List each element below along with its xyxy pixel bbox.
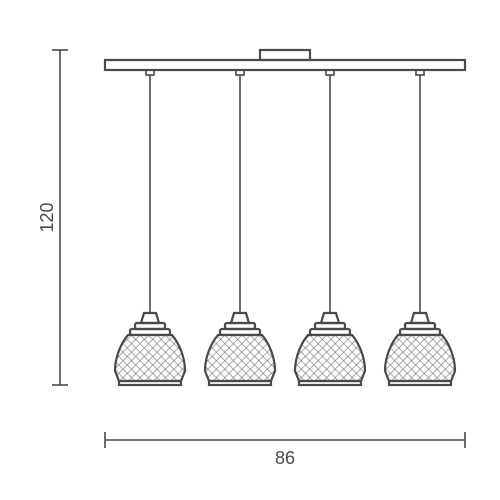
- shade-rim: [299, 381, 361, 385]
- height-dim-label: 120: [37, 202, 57, 232]
- width-dim-label: 86: [275, 448, 295, 468]
- cord-cap: [416, 70, 424, 75]
- shade-neck: [321, 313, 339, 323]
- shade-rim: [389, 381, 451, 385]
- cord-cap: [146, 70, 154, 75]
- shade-bell-mesh: [385, 335, 455, 381]
- canopy-rail: [105, 60, 465, 70]
- dimension-diagram: 120 86: [0, 0, 500, 500]
- shade-bell-mesh: [295, 335, 365, 381]
- cord-cap: [236, 70, 244, 75]
- shade-neck: [411, 313, 429, 323]
- shade-bell-mesh: [115, 335, 185, 381]
- ceiling-mount: [260, 50, 310, 60]
- shade-neck: [231, 313, 249, 323]
- cord-cap: [326, 70, 334, 75]
- shade-neck: [141, 313, 159, 323]
- shade-rim: [209, 381, 271, 385]
- shade-rim: [119, 381, 181, 385]
- shade-bell-mesh: [205, 335, 275, 381]
